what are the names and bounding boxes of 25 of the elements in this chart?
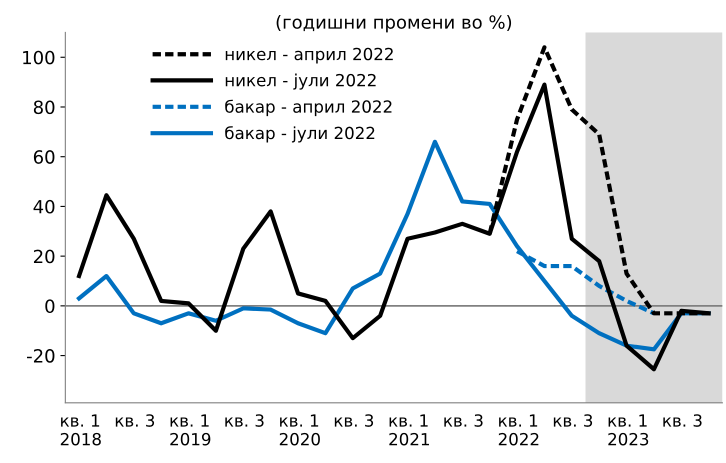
y-tick-label: 60 xyxy=(34,150,54,164)
y-tick-label: 100 xyxy=(23,50,54,64)
y-tick-label: 20 xyxy=(34,250,54,264)
y-tick-label: 0 xyxy=(45,299,54,313)
legend-label: бакар - април 2022 xyxy=(225,100,392,116)
chart-title: (годишни промени во %) xyxy=(276,14,512,32)
x-tick-label: кв. 1 2022 xyxy=(498,414,538,446)
x-tick-label: кв. 1 2018 xyxy=(60,414,101,446)
y-tick-label: 40 xyxy=(34,200,54,214)
x-tick-label: кв. 3 xyxy=(554,414,592,427)
x-tick-label: кв. 1 2020 xyxy=(280,414,320,446)
x-tick-label: кв. 3 xyxy=(663,414,702,427)
x-tick-label: кв. 3 xyxy=(225,414,264,427)
x-tick-label: кв. 1 2019 xyxy=(170,414,210,446)
legend-label: бакар - јули 2022 xyxy=(225,126,374,142)
x-tick-label: кв. 1 2021 xyxy=(389,414,429,446)
legend-label: никел - јули 2022 xyxy=(226,74,376,90)
x-tick-label: кв. 3 xyxy=(116,414,154,427)
x-tick-label: кв. 3 xyxy=(444,414,483,427)
line-series xyxy=(514,249,656,316)
x-tick-label: кв. 1 2023 xyxy=(608,414,648,446)
x-tick-label: кв. 3 xyxy=(334,414,374,427)
y-tick-label: -20 xyxy=(27,349,54,363)
y-tick-label: 80 xyxy=(34,100,54,114)
legend-label: никел - април 2022 xyxy=(226,48,393,64)
